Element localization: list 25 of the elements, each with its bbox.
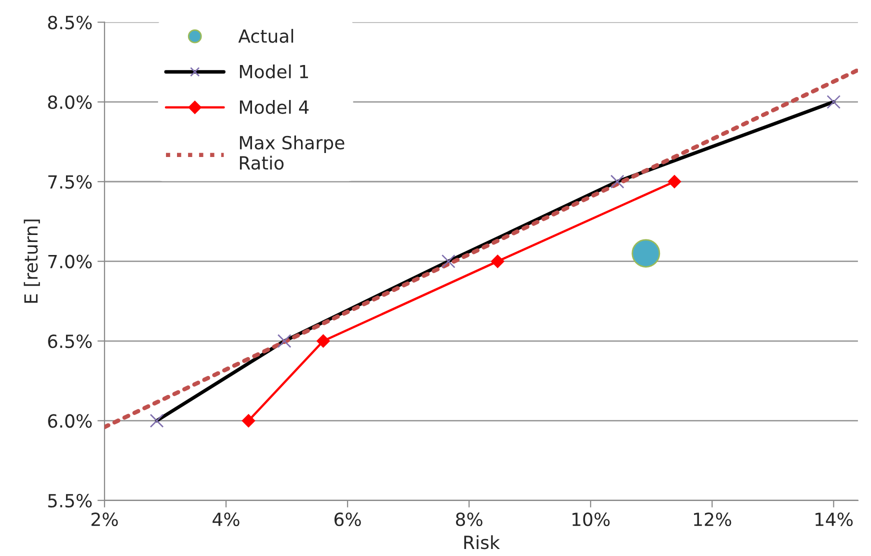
legend-label: Model 4 <box>240 100 309 114</box>
y-tick-label: 6.0% <box>48 414 92 428</box>
x-tick-label: 12% <box>694 512 732 526</box>
x-tick-label: 2% <box>92 512 118 526</box>
legend-label: Model 1 <box>240 64 308 78</box>
y-tick-label: 6.5% <box>48 334 92 348</box>
y-tick-label: 7.5% <box>48 175 92 189</box>
point <box>491 254 504 268</box>
y-tick-label: 5.5% <box>48 494 92 508</box>
x-tick-label: 8% <box>456 512 482 526</box>
x-axis-title: Risk <box>464 535 500 550</box>
x-tick-label: 14% <box>816 512 853 526</box>
point <box>632 239 660 268</box>
y-tick-label: 7.0% <box>48 254 92 268</box>
point <box>668 175 682 188</box>
legend-label: Max Sharpe Ratio <box>240 136 344 170</box>
y-axis-title: E [return] <box>24 220 40 303</box>
point <box>242 414 256 428</box>
x-tick-label: 6% <box>334 512 361 526</box>
legend-label: Actual <box>238 28 294 43</box>
y-tick-label: 8.0% <box>48 95 92 110</box>
point <box>316 334 330 348</box>
x-tick-label: 10% <box>572 512 610 526</box>
x-tick-label: 4% <box>212 512 240 526</box>
y-tick-label: 8.5% <box>48 16 92 30</box>
